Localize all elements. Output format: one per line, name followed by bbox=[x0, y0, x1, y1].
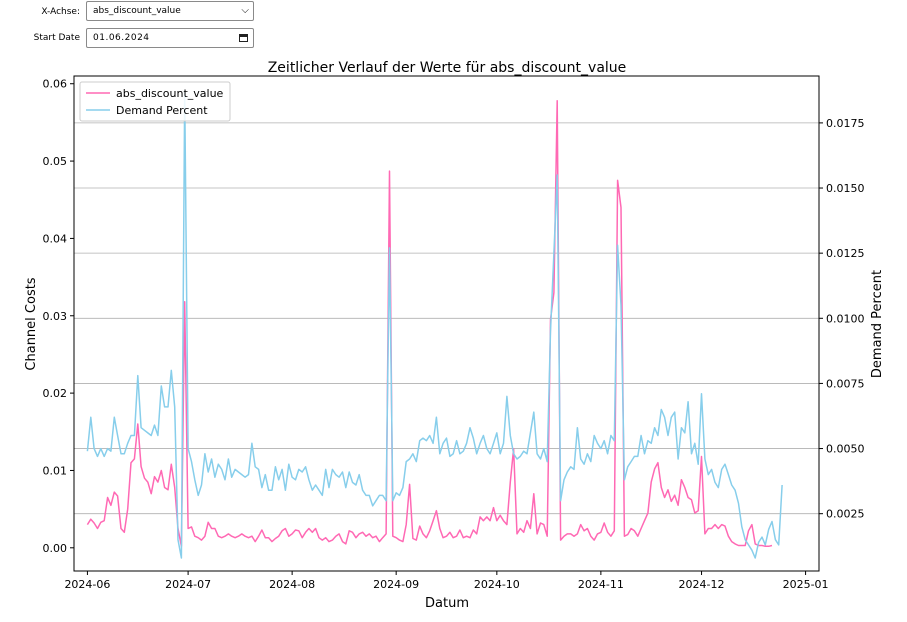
x-axis: 2024-06 2024-07 2024-08 2024-09 2024-10 2024-… bbox=[64, 571, 829, 591]
legend: abs_discount_value Demand Percent bbox=[79, 81, 231, 122]
y-left-tick-label-2: 0.02 bbox=[43, 387, 68, 400]
x-tick-label-1: 2024-07 bbox=[165, 578, 211, 591]
y-axis-right: 0.0025 0.0050 0.0075 0.0100 0.0125 0.0150 0.01… bbox=[819, 117, 865, 521]
legend-box bbox=[79, 81, 231, 122]
legend-label-0: abs_discount_value bbox=[116, 87, 224, 100]
x-axis-select[interactable]: abs_discount_value ⌵ bbox=[86, 1, 254, 21]
x-tick-label-0: 2024-06 bbox=[64, 578, 110, 591]
start-date-input[interactable]: 01.06.2024 bbox=[86, 28, 254, 48]
y-right-tick-label-2: 0.0075 bbox=[826, 377, 865, 390]
y-axis-left: 0.00 0.01 0.02 0.03 0.04 0.05 0.06 bbox=[43, 78, 74, 555]
series-lines bbox=[86, 90, 783, 559]
y-left-tick-label-1: 0.01 bbox=[43, 464, 68, 477]
x-axis-label: Datum bbox=[425, 596, 469, 611]
y-left-tick-label-6: 0.06 bbox=[43, 78, 68, 91]
y-right-tick-label-5: 0.0150 bbox=[826, 182, 865, 195]
y-right-tick-label-1: 0.0050 bbox=[826, 443, 865, 456]
y-right-tick-label-6: 0.0175 bbox=[826, 117, 865, 130]
y-left-tick-label-5: 0.05 bbox=[43, 155, 68, 168]
y-right-tick-label-0: 0.0025 bbox=[826, 508, 865, 521]
legend-label-1: Demand Percent bbox=[116, 104, 208, 117]
x-tick-label-7: 2025-01 bbox=[783, 578, 829, 591]
start-date-value: 01.06.2024 bbox=[93, 33, 150, 43]
y-left-tick-label-0: 0.00 bbox=[43, 542, 68, 555]
y-left-tick-label-3: 0.03 bbox=[43, 310, 68, 323]
x-tick-label-5: 2024-11 bbox=[578, 578, 624, 591]
plot-frame bbox=[73, 75, 820, 572]
x-tick-label-4: 2024-10 bbox=[474, 578, 520, 591]
series-line-1 bbox=[86, 90, 783, 559]
chart-title: Zeitlicher Verlauf der Werte für abs_dis… bbox=[268, 60, 627, 76]
y-right-tick-label-4: 0.0125 bbox=[826, 247, 865, 260]
y-left-tick-label-4: 0.04 bbox=[43, 232, 68, 245]
x-axis-select-value: abs_discount_value bbox=[93, 6, 181, 16]
start-date-label: Start Date bbox=[33, 33, 80, 43]
y-axis-left-label: Channel Costs bbox=[24, 277, 39, 370]
y-axis-right-label: Demand Percent bbox=[870, 270, 885, 378]
x-tick-label-6: 2024-12 bbox=[679, 578, 725, 591]
x-axis-label: X-Achse: bbox=[41, 7, 80, 17]
chevron-down-icon: ⌵ bbox=[241, 5, 249, 16]
calendar-icon[interactable] bbox=[239, 34, 248, 42]
x-tick-label-2: 2024-08 bbox=[269, 578, 315, 591]
series-line-0 bbox=[86, 100, 773, 548]
y-right-tick-label-3: 0.0100 bbox=[826, 312, 865, 325]
x-tick-label-3: 2024-09 bbox=[373, 578, 419, 591]
